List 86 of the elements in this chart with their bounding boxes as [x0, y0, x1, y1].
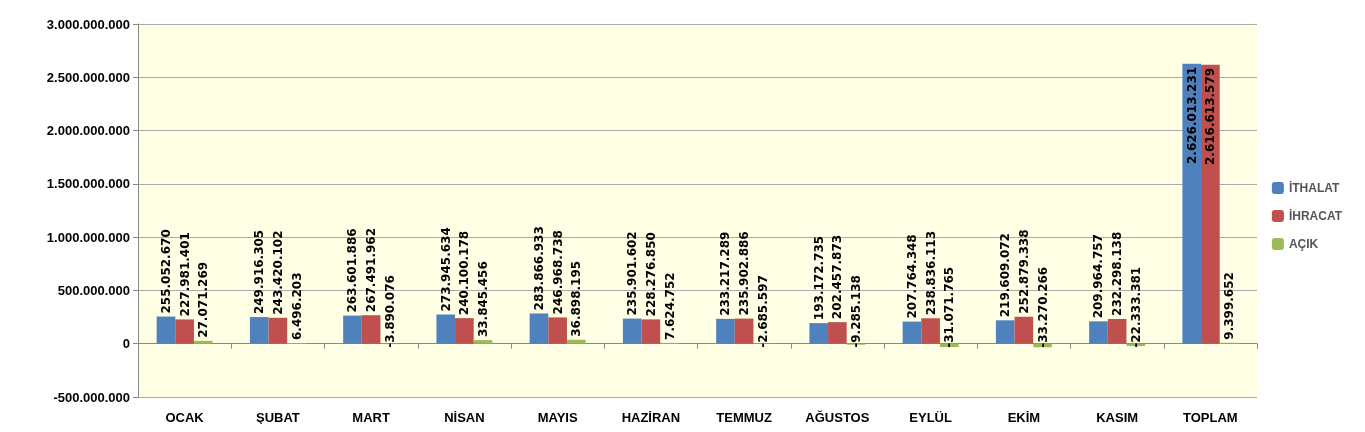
x-tick-label: AĞUSTOS — [805, 410, 870, 425]
x-tick-label: HAZİRAN — [621, 410, 681, 425]
data-label: 235.901.602 — [625, 231, 640, 316]
data-label: -31.071.765 — [942, 266, 957, 348]
bar — [1201, 64, 1220, 344]
data-label: 27.071.269 — [196, 261, 211, 338]
bar — [1014, 316, 1034, 344]
bar — [361, 315, 381, 344]
data-label: 202.457.873 — [830, 234, 845, 320]
data-label: 267.491.962 — [364, 227, 379, 313]
data-label: 233.217.289 — [718, 231, 733, 316]
bar — [1089, 321, 1108, 344]
data-label: -2.685.597 — [755, 275, 770, 348]
data-label: 209.964.757 — [1091, 234, 1106, 319]
data-label: 227.981.401 — [177, 232, 192, 317]
x-tick-label: TEMMUZ — [716, 410, 772, 425]
y-tick-label: 0 — [122, 336, 130, 352]
data-label: 6.496.203 — [289, 272, 304, 341]
data-label: 219.609.072 — [998, 233, 1013, 318]
x-tick-label: TOPLAM — [1183, 410, 1238, 425]
data-label: 255.052.670 — [158, 229, 173, 314]
y-tick-label: 3.000.000.000 — [46, 16, 130, 32]
data-label: 283.866.933 — [531, 226, 546, 311]
x-tick-label: ŞUBAT — [255, 410, 300, 425]
bar — [156, 316, 176, 344]
bar — [734, 318, 754, 344]
x-tick-label: OCAK — [165, 410, 205, 425]
bar — [343, 315, 362, 344]
data-label: 238.836.113 — [923, 231, 938, 316]
x-tick-label: EYLÜL — [909, 410, 952, 425]
bar — [249, 317, 269, 344]
bar — [995, 320, 1015, 344]
data-label: 7.624.752 — [662, 272, 677, 340]
bar — [622, 318, 642, 344]
x-tick-label: MART — [352, 410, 390, 425]
data-label: 246.968.738 — [550, 230, 565, 315]
data-label: 243.420.102 — [270, 230, 285, 315]
legend-label: İHRACAT — [1288, 208, 1343, 223]
legend-label: İTHALAT — [1288, 180, 1340, 195]
bar — [455, 318, 474, 344]
bar — [1182, 63, 1202, 344]
data-label: 2.626.013.231 — [1184, 66, 1199, 165]
bar — [716, 318, 735, 344]
bar — [902, 321, 922, 344]
bar — [436, 314, 456, 344]
data-label: 33.845.456 — [476, 261, 491, 338]
bar — [641, 319, 661, 344]
data-label: 235.902.886 — [737, 231, 752, 316]
data-label: 249.916.305 — [252, 229, 267, 315]
bar — [529, 313, 549, 344]
bar — [921, 318, 940, 344]
bar — [809, 323, 829, 344]
x-tick-label: EKİM — [1007, 410, 1041, 425]
data-label: -9.285.138 — [849, 275, 864, 348]
bar — [548, 317, 567, 344]
bar — [268, 317, 288, 344]
data-label: 193.172.735 — [811, 235, 826, 321]
y-tick-label: 2.500.000.000 — [46, 69, 130, 85]
data-label: 263.601.886 — [345, 228, 360, 313]
bar — [828, 322, 847, 344]
data-label: -22.333.381 — [1128, 266, 1143, 348]
bar — [473, 340, 493, 344]
bar — [193, 340, 213, 344]
bar — [175, 319, 194, 344]
data-label: 228.276.850 — [643, 232, 658, 317]
data-label: 2.616.613.579 — [1203, 67, 1218, 166]
y-tick-label: 1.000.000.000 — [46, 229, 130, 245]
y-tick-label: 500.000.000 — [57, 282, 130, 298]
data-label: 240.100.178 — [457, 230, 472, 316]
data-label: 9.399.652 — [1222, 272, 1237, 340]
data-label: 232.298.138 — [1110, 231, 1125, 316]
legend-label: AÇIK — [1288, 237, 1319, 251]
x-tick-label: NİSAN — [444, 410, 485, 425]
y-tick-label: 1.500.000.000 — [46, 176, 130, 192]
y-tick-label: 2.000.000.000 — [46, 123, 130, 139]
x-tick-label: KASIM — [1096, 410, 1139, 425]
data-label: 252.879.338 — [1016, 229, 1031, 314]
x-tick-label: MAYIS — [537, 410, 578, 425]
data-label: -33.270.266 — [1035, 266, 1050, 348]
y-tick-label: -500.000.000 — [53, 389, 130, 405]
data-label: -3.890.076 — [382, 275, 397, 348]
bar — [566, 339, 586, 344]
data-label: 36.898.195 — [569, 260, 584, 337]
bar — [1107, 318, 1127, 344]
data-label: 207.764.348 — [904, 234, 919, 319]
data-label: 273.945.634 — [438, 227, 453, 312]
